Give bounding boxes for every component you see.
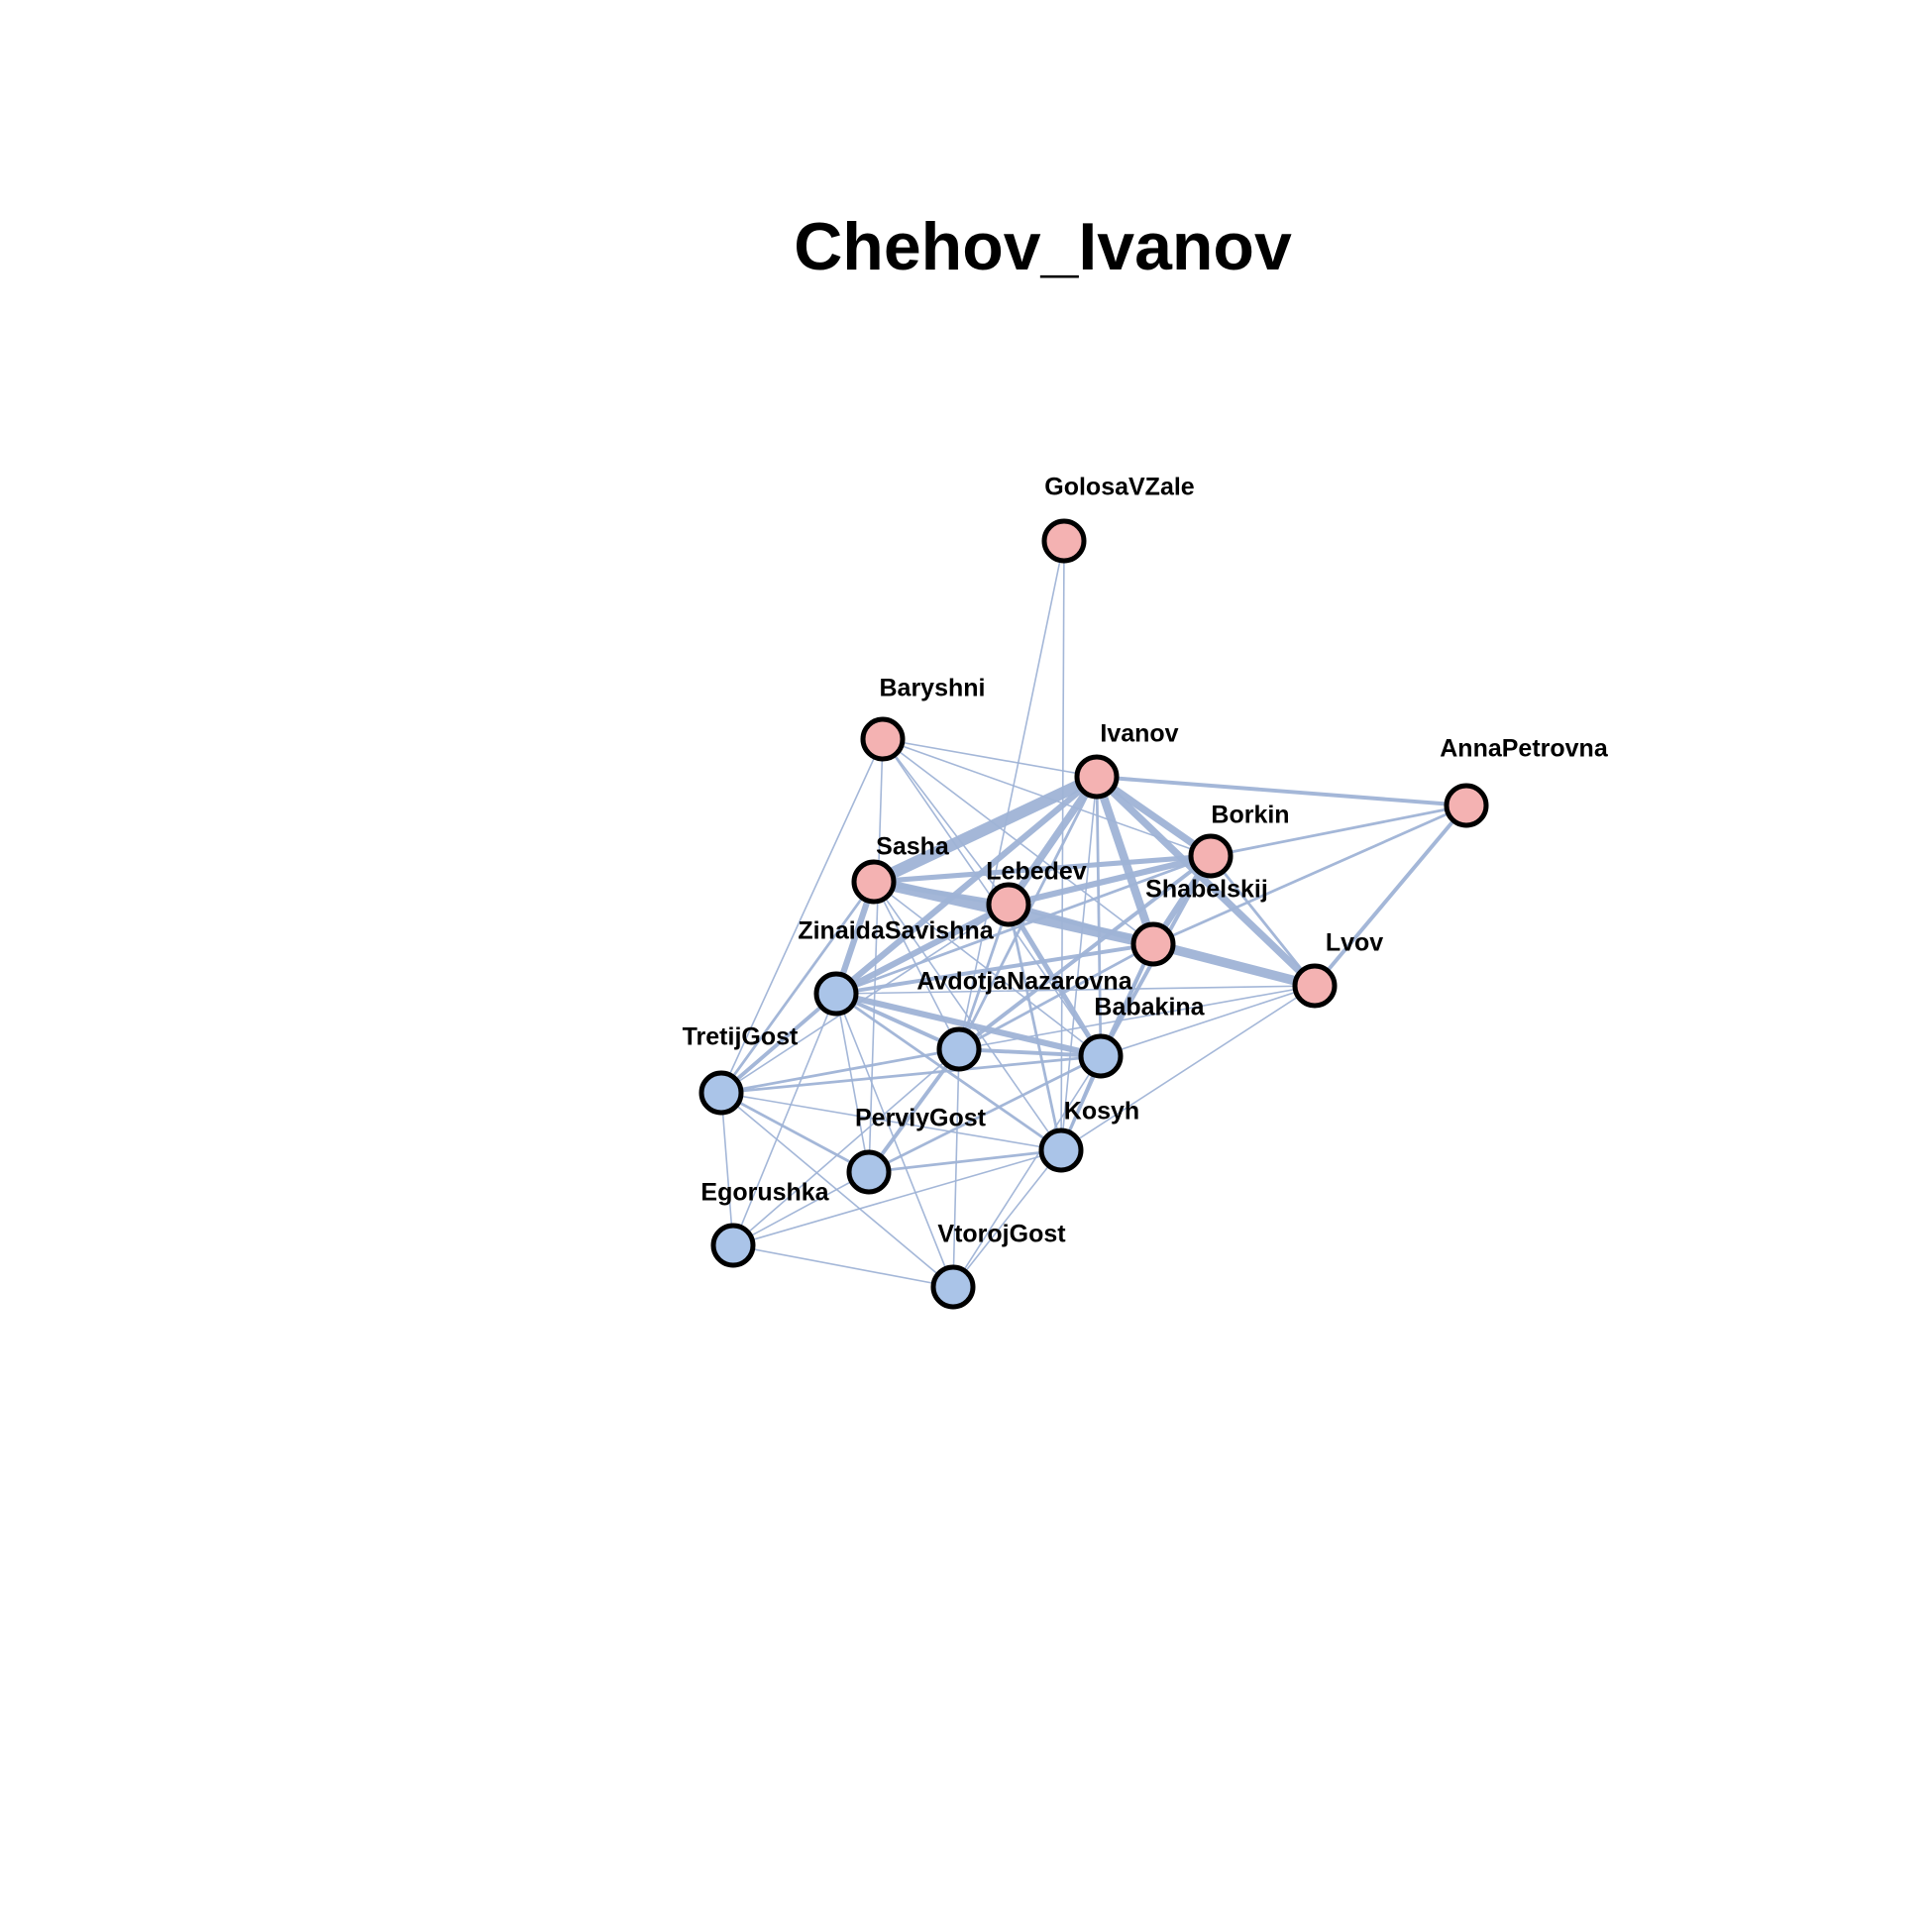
node-label-Kosyh: Kosyh: [1064, 1098, 1139, 1126]
node-TretijGost[interactable]: [701, 1073, 741, 1113]
node-Lebedev[interactable]: [989, 885, 1028, 924]
node-Baryshni[interactable]: [863, 719, 903, 759]
node-label-ZinaidaSavishna: ZinaidaSavishna: [798, 917, 994, 945]
node-ZinaidaSavishna[interactable]: [816, 974, 856, 1014]
node-label-AnnaPetrovna: AnnaPetrovna: [1440, 735, 1609, 763]
node-label-Egorushka: Egorushka: [700, 1179, 829, 1207]
node-GolosaVZale[interactable]: [1044, 521, 1084, 561]
node-label-Sasha: Sasha: [876, 833, 950, 861]
node-AnnaPetrovna[interactable]: [1447, 786, 1486, 825]
node-Ivanov[interactable]: [1077, 757, 1117, 797]
node-label-Baryshni: Baryshni: [880, 675, 986, 702]
node-AvdotjaNazarovna[interactable]: [939, 1029, 979, 1069]
node-Shabelskij[interactable]: [1133, 924, 1173, 964]
edge-Egorushka-TretijGost: [721, 1093, 733, 1245]
node-label-GolosaVZale: GolosaVZale: [1044, 474, 1195, 501]
node-Lvov[interactable]: [1295, 966, 1335, 1006]
node-label-Ivanov: Ivanov: [1100, 720, 1178, 748]
node-label-Lebedev: Lebedev: [986, 858, 1087, 886]
node-label-PerviyGost: PerviyGost: [855, 1105, 987, 1132]
edge-AnnaPetrovna-Lvov: [1315, 805, 1466, 986]
edge-Kosyh-PerviyGost: [869, 1150, 1061, 1172]
edge-VtorojGost-AvdotjaNazarovna: [953, 1049, 959, 1287]
edge-Baryshni-Ivanov: [883, 739, 1097, 777]
node-label-Babakina: Babakina: [1094, 994, 1205, 1021]
node-VtorojGost[interactable]: [933, 1267, 973, 1307]
edge-PerviyGost-ZinaidaSavishna: [836, 994, 869, 1172]
edge-Kosyh-VtorojGost: [953, 1150, 1061, 1287]
node-PerviyGost[interactable]: [849, 1152, 889, 1192]
edge-Egorushka-VtorojGost: [733, 1245, 953, 1287]
edge-Ivanov-Kosyh: [1061, 777, 1097, 1150]
node-label-Shabelskij: Shabelskij: [1145, 876, 1268, 904]
node-label-AvdotjaNazarovna: AvdotjaNazarovna: [916, 968, 1132, 996]
node-Egorushka[interactable]: [713, 1226, 753, 1265]
node-label-VtorojGost: VtorojGost: [937, 1221, 1066, 1248]
node-Kosyh[interactable]: [1041, 1130, 1081, 1170]
node-Borkin[interactable]: [1191, 836, 1231, 876]
node-Babakina[interactable]: [1081, 1036, 1121, 1076]
node-label-Lvov: Lvov: [1326, 929, 1383, 957]
node-label-TretijGost: TretijGost: [683, 1023, 799, 1051]
node-Sasha[interactable]: [854, 862, 894, 902]
edges-layer: [721, 541, 1466, 1287]
node-label-Borkin: Borkin: [1211, 802, 1289, 829]
